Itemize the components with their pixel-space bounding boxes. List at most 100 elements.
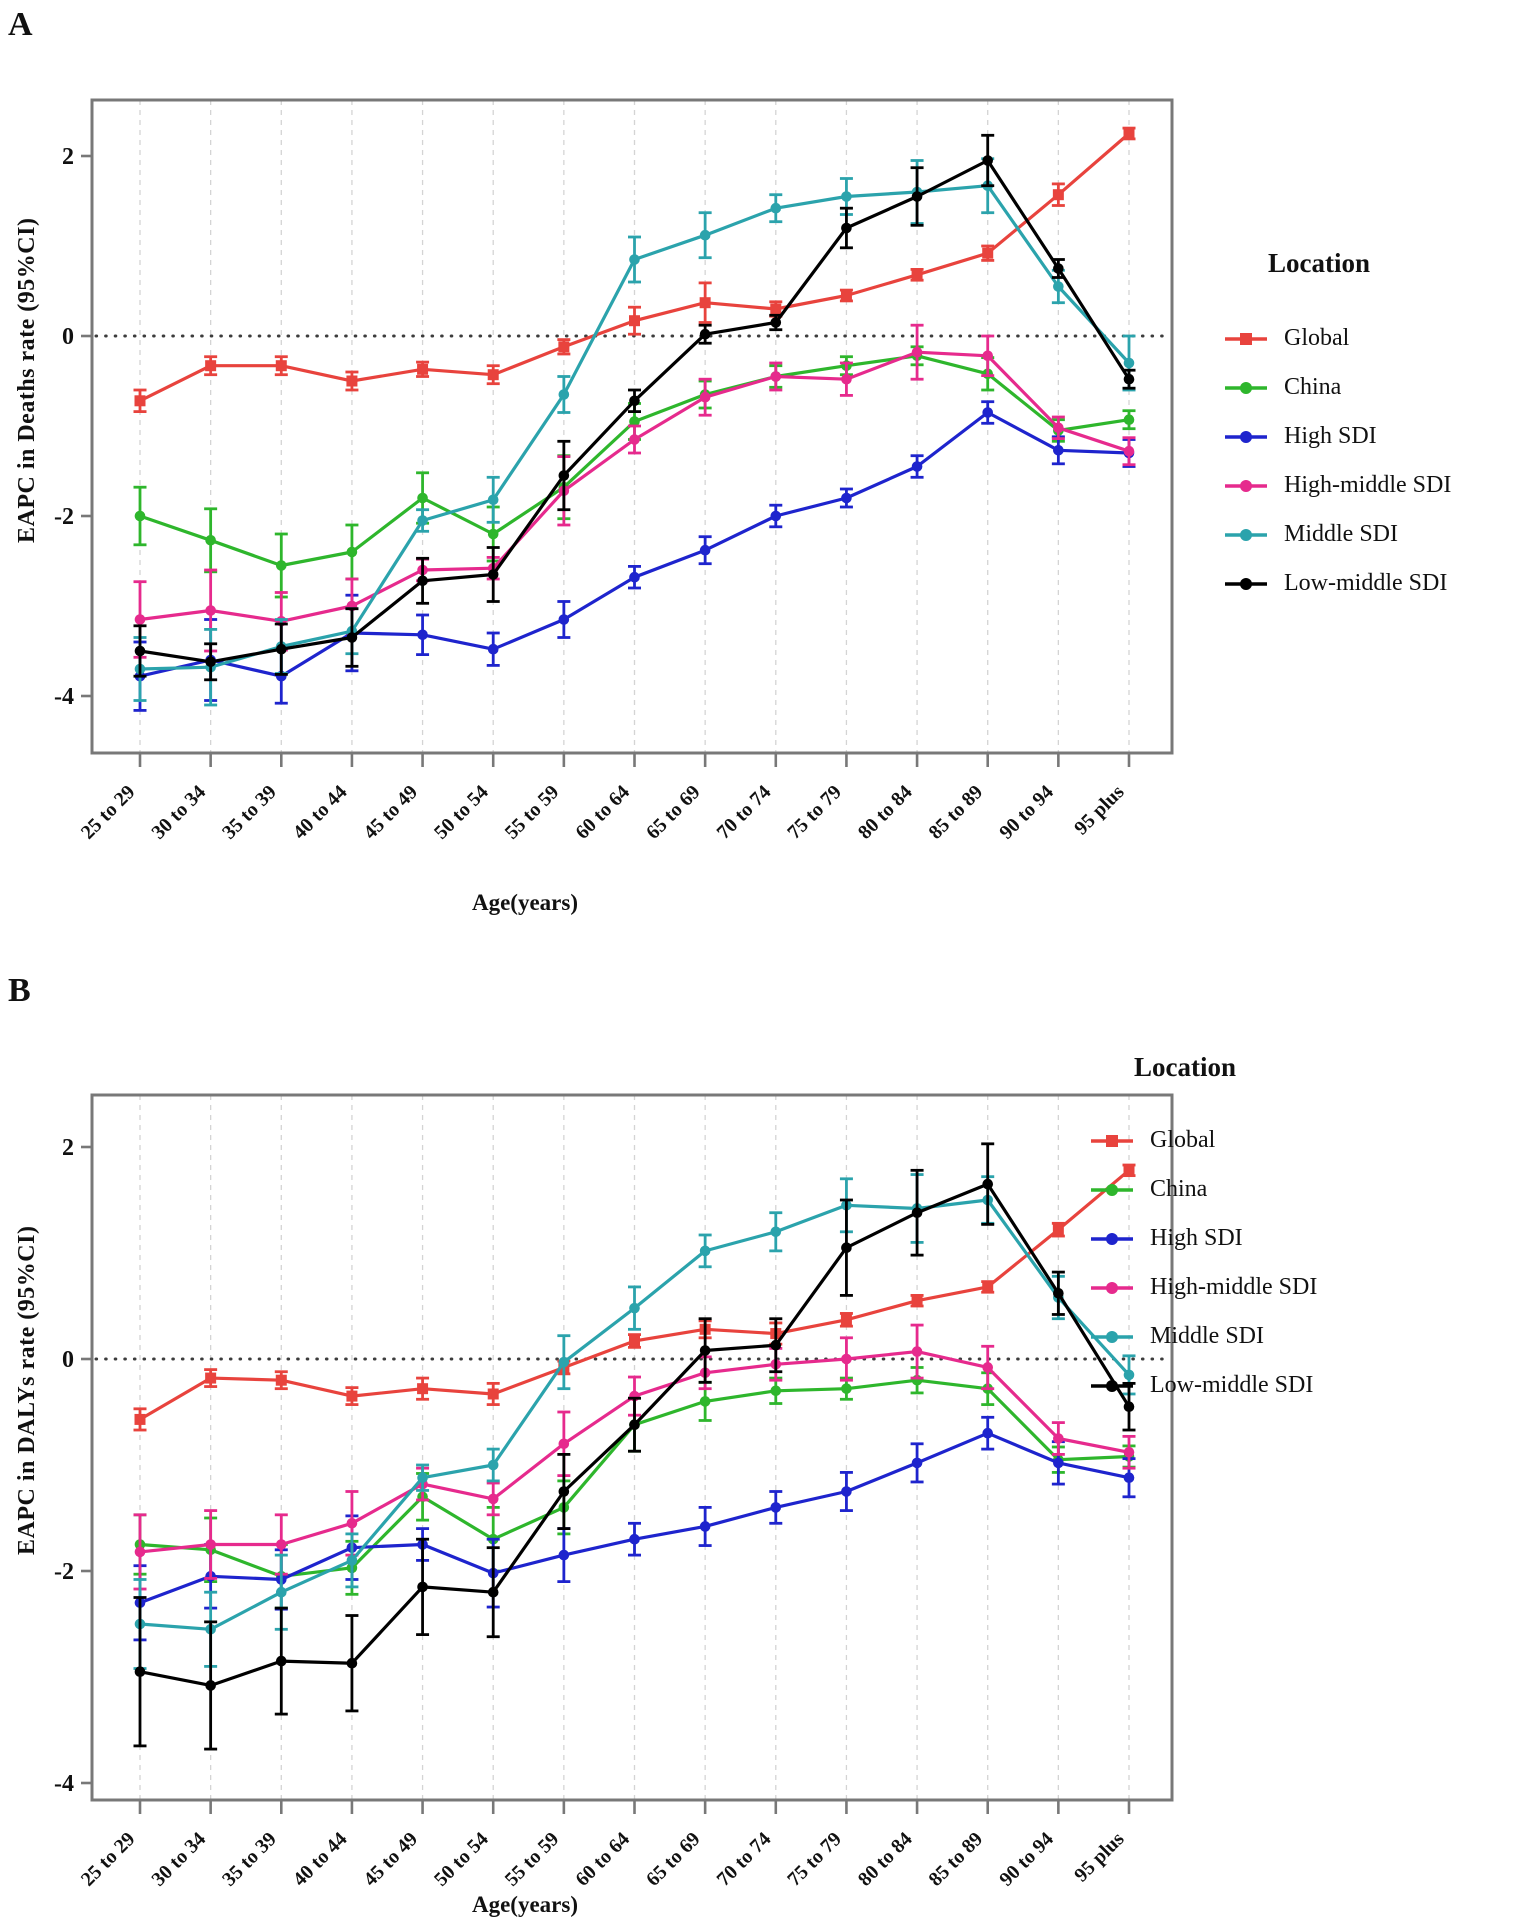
legend-key-china-icon bbox=[1091, 1183, 1133, 1196]
legend-key-global-icon bbox=[1225, 332, 1267, 345]
data-point bbox=[841, 1383, 852, 1394]
x-tick-label: 55 to 59 bbox=[501, 781, 564, 844]
data-point bbox=[770, 371, 782, 382]
data-point bbox=[1053, 281, 1064, 292]
panel-b-y-axis-title: EAPC in DALYs rate (95%CI) bbox=[14, 1225, 40, 1555]
data-point bbox=[205, 1539, 216, 1550]
x-tick-label: 40 to 44 bbox=[289, 781, 352, 844]
data-point bbox=[346, 632, 358, 643]
legend-key-high-sdi-icon bbox=[1225, 430, 1267, 443]
data-point bbox=[275, 360, 287, 372]
legend-key-high-middle-sdi-icon bbox=[1225, 479, 1267, 492]
data-point bbox=[770, 303, 782, 315]
data-point bbox=[1123, 373, 1135, 385]
data-point bbox=[629, 254, 640, 265]
plot-border bbox=[90, 98, 1174, 755]
legend-item-high-sdi: High SDI bbox=[1088, 1214, 1317, 1263]
data-point bbox=[770, 510, 782, 522]
legend-label: China bbox=[1150, 1176, 1208, 1202]
legend-key-global-icon bbox=[1091, 1134, 1133, 1147]
legend-item-china: China bbox=[1088, 1165, 1317, 1214]
data-point bbox=[629, 571, 640, 583]
data-point bbox=[770, 1385, 782, 1397]
data-point bbox=[841, 492, 852, 504]
data-point bbox=[841, 191, 852, 202]
data-point bbox=[1123, 1164, 1135, 1176]
x-tick-label: 65 to 69 bbox=[642, 781, 705, 844]
data-point bbox=[558, 614, 570, 625]
panel-b-label: B bbox=[8, 972, 31, 1009]
data-point bbox=[982, 1427, 994, 1439]
data-point bbox=[134, 1546, 146, 1558]
x-tick-label: 90 to 94 bbox=[995, 781, 1058, 844]
data-point bbox=[911, 461, 923, 472]
data-point bbox=[699, 1245, 711, 1257]
data-point bbox=[487, 569, 499, 580]
data-point bbox=[487, 528, 499, 540]
data-point bbox=[134, 1666, 146, 1677]
data-point bbox=[417, 492, 428, 504]
x-tick-label: 40 to 44 bbox=[289, 1828, 352, 1891]
data-point bbox=[487, 1586, 499, 1598]
legend-item-high-middle-sdi: High-middle SDI bbox=[1222, 461, 1451, 510]
data-point bbox=[840, 1314, 852, 1326]
x-tick-label: 50 to 54 bbox=[430, 781, 493, 844]
legend-label: High-middle SDI bbox=[1150, 1274, 1318, 1300]
legend-key-low-middle-sdi-icon bbox=[1091, 1379, 1133, 1392]
legend-item-middle-sdi: Middle SDI bbox=[1222, 510, 1451, 559]
data-point bbox=[911, 1295, 923, 1307]
x-tick-label: 60 to 64 bbox=[571, 781, 634, 844]
data-point bbox=[699, 391, 711, 403]
legend-label: High-middle SDI bbox=[1284, 472, 1452, 498]
legend-item-china: China bbox=[1222, 363, 1451, 412]
data-point bbox=[629, 1533, 640, 1545]
x-tick-label: 65 to 69 bbox=[642, 1828, 705, 1891]
data-point bbox=[841, 373, 852, 385]
data-point bbox=[558, 1356, 570, 1368]
y-tick-label: 0 bbox=[62, 324, 74, 350]
data-point bbox=[629, 1419, 640, 1431]
data-point bbox=[629, 434, 640, 445]
panel-a-legend: Global China High SDI High-middle SDI Middle… bbox=[1222, 314, 1451, 608]
data-point bbox=[275, 1655, 287, 1667]
x-tick-label: 75 to 79 bbox=[783, 781, 846, 844]
x-tick-label: 60 to 64 bbox=[571, 1828, 634, 1891]
data-point bbox=[1123, 414, 1135, 426]
legend-label: China bbox=[1284, 374, 1342, 400]
data-point bbox=[1053, 1287, 1064, 1299]
data-point bbox=[487, 1493, 499, 1505]
data-point bbox=[770, 202, 782, 214]
data-point bbox=[346, 1390, 358, 1402]
data-point bbox=[911, 1346, 923, 1357]
legend-label: High SDI bbox=[1284, 423, 1377, 449]
panel-a-y-axis-title: EAPC in Deaths rate (95%CI) bbox=[14, 217, 40, 543]
data-point bbox=[558, 389, 570, 400]
panel-a-label: A bbox=[8, 6, 33, 43]
data-point bbox=[699, 297, 711, 309]
x-tick-label: 55 to 59 bbox=[501, 1828, 564, 1891]
x-tick-label: 80 to 84 bbox=[854, 781, 917, 844]
legend-item-middle-sdi: Middle SDI bbox=[1088, 1312, 1317, 1361]
x-tick-label: 95 plus bbox=[1070, 781, 1129, 840]
data-point bbox=[1053, 1457, 1064, 1469]
y-tick-label: 2 bbox=[62, 144, 74, 170]
data-point bbox=[1123, 1446, 1135, 1458]
data-point bbox=[205, 1680, 216, 1691]
data-point bbox=[134, 510, 146, 522]
data-point bbox=[1123, 357, 1135, 369]
data-point bbox=[629, 315, 640, 327]
panel-a-x-axis-title: Age(years) bbox=[471, 890, 578, 915]
data-point bbox=[346, 1518, 358, 1529]
legend-label: Global bbox=[1284, 325, 1350, 351]
legend-label: High SDI bbox=[1150, 1225, 1243, 1251]
data-point bbox=[487, 1388, 499, 1400]
data-point bbox=[417, 1472, 428, 1484]
data-point bbox=[558, 1549, 570, 1561]
data-point bbox=[699, 229, 711, 241]
data-point bbox=[1053, 1433, 1064, 1444]
data-point bbox=[841, 222, 852, 234]
data-point bbox=[770, 1226, 782, 1238]
x-tick-label: 80 to 84 bbox=[854, 1828, 917, 1891]
data-point bbox=[205, 360, 217, 372]
x-tick-label: 85 to 89 bbox=[925, 1828, 988, 1891]
